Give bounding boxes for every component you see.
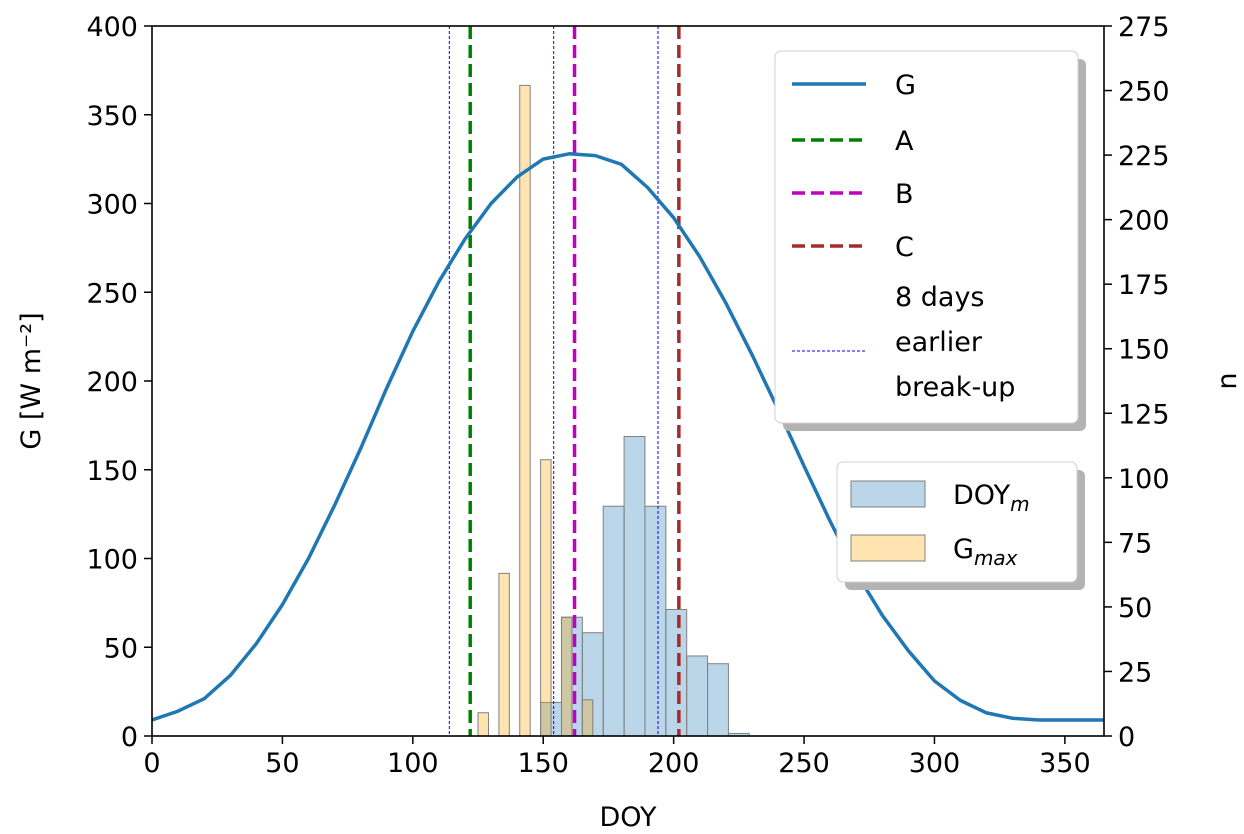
y-tick-label-left: 50 — [104, 633, 138, 664]
histogram-bar-doy-m — [665, 608, 688, 736]
ticks: 0 50 100 150 200 250 300 3500501001502002503003… — [86, 12, 1169, 779]
y-axis-title-left: G [W m⁻²] — [16, 312, 47, 449]
y-tick-label-right: 0 — [1118, 722, 1135, 753]
y-tick-label-left: 200 — [86, 367, 138, 398]
y-tick-label-right: 75 — [1118, 528, 1152, 559]
x-tick-label: 250 — [778, 748, 830, 779]
legend-histograms: DOYm Gmax — [836, 461, 1085, 590]
g-curve — [152, 152, 1104, 722]
y-tick-label-right: 200 — [1118, 206, 1170, 237]
legend-label-b: B — [895, 179, 914, 210]
histogram-bar-g-max — [519, 84, 531, 736]
y-tick-label-left: 0 — [121, 722, 138, 753]
legend-patch-g-max — [850, 534, 926, 562]
x-tick-label: 300 — [909, 748, 961, 779]
legend-label-break-up: earlier — [895, 327, 983, 358]
histogram-bar-g-max — [498, 572, 510, 736]
histogram-bars — [477, 84, 750, 736]
histogram-bar-doy-m — [707, 663, 729, 736]
y-tick-label-right: 175 — [1118, 270, 1170, 301]
legend-label-break-up: break-up — [895, 372, 1015, 403]
y-tick-label-right: 225 — [1118, 141, 1170, 172]
x-tick-label: 200 — [648, 748, 700, 779]
x-tick-label: 350 — [1039, 748, 1091, 779]
legend-label-a: A — [895, 126, 914, 157]
x-tick-label: 0 — [143, 748, 160, 779]
y-tick-label-left: 350 — [86, 101, 138, 132]
histogram-bar-doy-m — [623, 436, 646, 736]
legend-label-g: G — [895, 70, 916, 101]
histogram-bar-g-max — [581, 699, 594, 736]
x-tick-label: 50 — [265, 748, 299, 779]
histogram-bar-g-max — [540, 459, 552, 736]
histogram-bar-g-max — [560, 616, 573, 736]
y-tick-label-left: 250 — [86, 278, 138, 309]
legend-label-break-up: 8 days — [895, 282, 985, 313]
y-tick-label-left: 150 — [86, 456, 138, 487]
y-tick-label-right: 125 — [1118, 399, 1170, 430]
vertical-lines — [448, 26, 681, 736]
y-tick-label-left: 300 — [86, 190, 138, 221]
g-curve-layer — [152, 152, 1104, 722]
y-tick-label-right: 250 — [1118, 77, 1170, 108]
histogram-bar-g-max — [477, 712, 489, 736]
y-tick-label-right: 50 — [1118, 593, 1152, 624]
legend-box — [774, 50, 1079, 424]
y-tick-label-left: 100 — [86, 545, 138, 576]
histogram-bar-doy-m — [602, 505, 625, 736]
legend-label-doy-m: DOYm — [953, 480, 1030, 516]
legend-patch-doy-m — [850, 480, 926, 508]
legend-label-c: C — [895, 232, 914, 263]
y-tick-label-right: 275 — [1118, 12, 1170, 43]
y-tick-label-right: 150 — [1118, 335, 1170, 366]
x-axis-title: DOY — [599, 802, 657, 833]
legend2-box — [836, 461, 1078, 583]
histogram-bar-doy-m — [686, 655, 709, 736]
legend-label-g-max: Gmax — [953, 534, 1018, 570]
x-tick-label: 150 — [517, 748, 569, 779]
y-axis-title-right: n — [1212, 372, 1243, 389]
y-tick-label-left: 400 — [86, 12, 138, 43]
x-tick-label: 100 — [387, 748, 439, 779]
y-tick-label-right: 25 — [1118, 657, 1152, 688]
y-tick-label-right: 100 — [1118, 464, 1170, 495]
histogram-bar-doy-m — [644, 505, 667, 736]
